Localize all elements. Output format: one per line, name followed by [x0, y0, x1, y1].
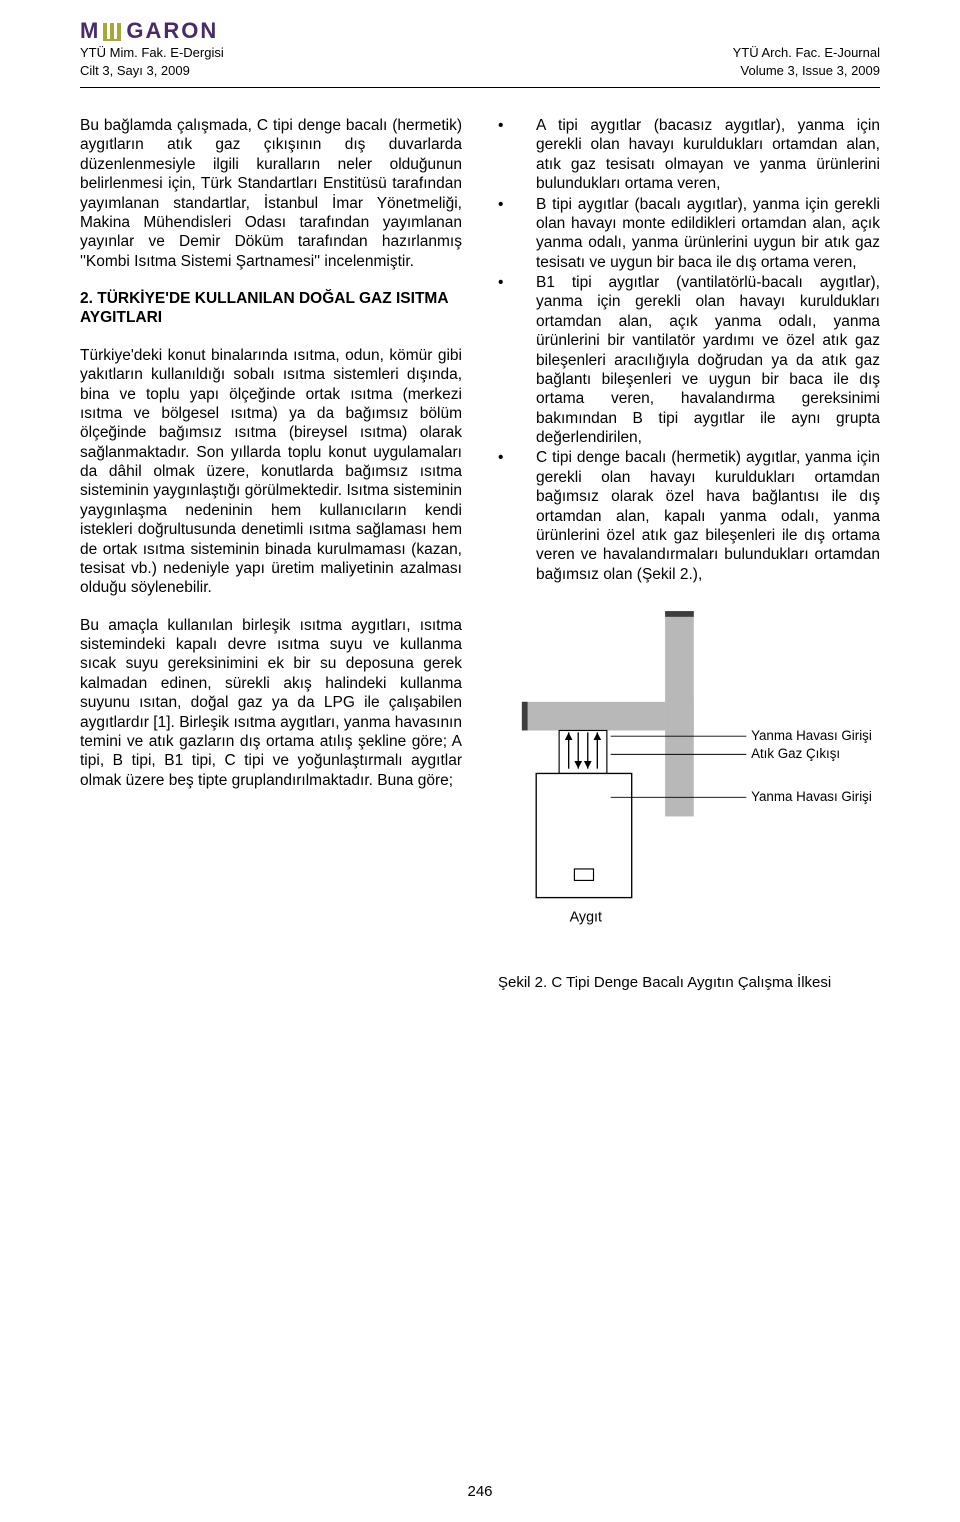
main-content: Bu bağlamda çalışmada, C tipi denge baca…	[0, 116, 960, 993]
list-item: B1 tipi aygıtlar (vantilatörlü-bacalı ay…	[498, 273, 880, 447]
logo: M GARON	[80, 18, 224, 44]
logo-letter-m: M	[80, 18, 98, 44]
header-divider	[80, 87, 880, 88]
volume-left: Cilt 3, Sayı 3, 2009	[80, 62, 224, 80]
page-header: M GARON YTÜ Mim. Fak. E-Dergisi Cilt 3, …	[0, 0, 960, 85]
volume-right: Volume 3, Issue 3, 2009	[733, 62, 880, 80]
paragraph: Bu bağlamda çalışmada, C tipi denge baca…	[80, 116, 462, 271]
svg-text:Yanma Havası Girişi: Yanma Havası Girişi	[751, 789, 872, 804]
paragraph: Bu amaçla kullanılan birleşik ısıtma ayg…	[80, 616, 462, 790]
list-item: C tipi denge bacalı (hermetik) aygıtlar,…	[498, 448, 880, 584]
right-column: A tipi aygıtlar (bacasız aygıtlar), yanm…	[498, 116, 880, 993]
header-right: YTÜ Arch. Fac. E-Journal Volume 3, Issue…	[733, 18, 880, 79]
section-heading: 2. TÜRKİYE'DE KULLANILAN DOĞAL GAZ ISITM…	[80, 289, 462, 328]
figure-2: Yanma Havası Girişi Atık Gaz Çıkışı Yanm…	[498, 598, 880, 993]
figure-caption: Şekil 2. C Tipi Denge Bacalı Aygıtın Çal…	[498, 974, 831, 993]
logo-columns-icon	[102, 21, 122, 41]
header-left: M GARON YTÜ Mim. Fak. E-Dergisi Cilt 3, …	[80, 18, 224, 79]
label-top: Yanma Havası Girişi	[751, 728, 872, 743]
logo-text-garon: GARON	[126, 18, 218, 44]
page-number: 246	[0, 1483, 960, 1500]
paragraph: Türkiye'deki konut binalarında ısıtma, o…	[80, 346, 462, 598]
list-item: A tipi aygıtlar (bacasız aygıtlar), yanm…	[498, 116, 880, 194]
journal-title-left: YTÜ Mim. Fak. E-Dergisi	[80, 44, 224, 62]
svg-text:Atık Gaz Çıkışı: Atık Gaz Çıkışı	[751, 746, 840, 761]
svg-text:Aygıt: Aygıt	[570, 910, 602, 926]
figure-diagram: Yanma Havası Girişi Atık Gaz Çıkışı Yanm…	[498, 598, 880, 968]
bullet-list: A tipi aygıtlar (bacasız aygıtlar), yanm…	[498, 116, 880, 584]
journal-title-right: YTÜ Arch. Fac. E-Journal	[733, 44, 880, 62]
left-column: Bu bağlamda çalışmada, C tipi denge baca…	[80, 116, 462, 993]
list-item: B tipi aygıtlar (bacalı aygıtlar), yanma…	[498, 195, 880, 273]
